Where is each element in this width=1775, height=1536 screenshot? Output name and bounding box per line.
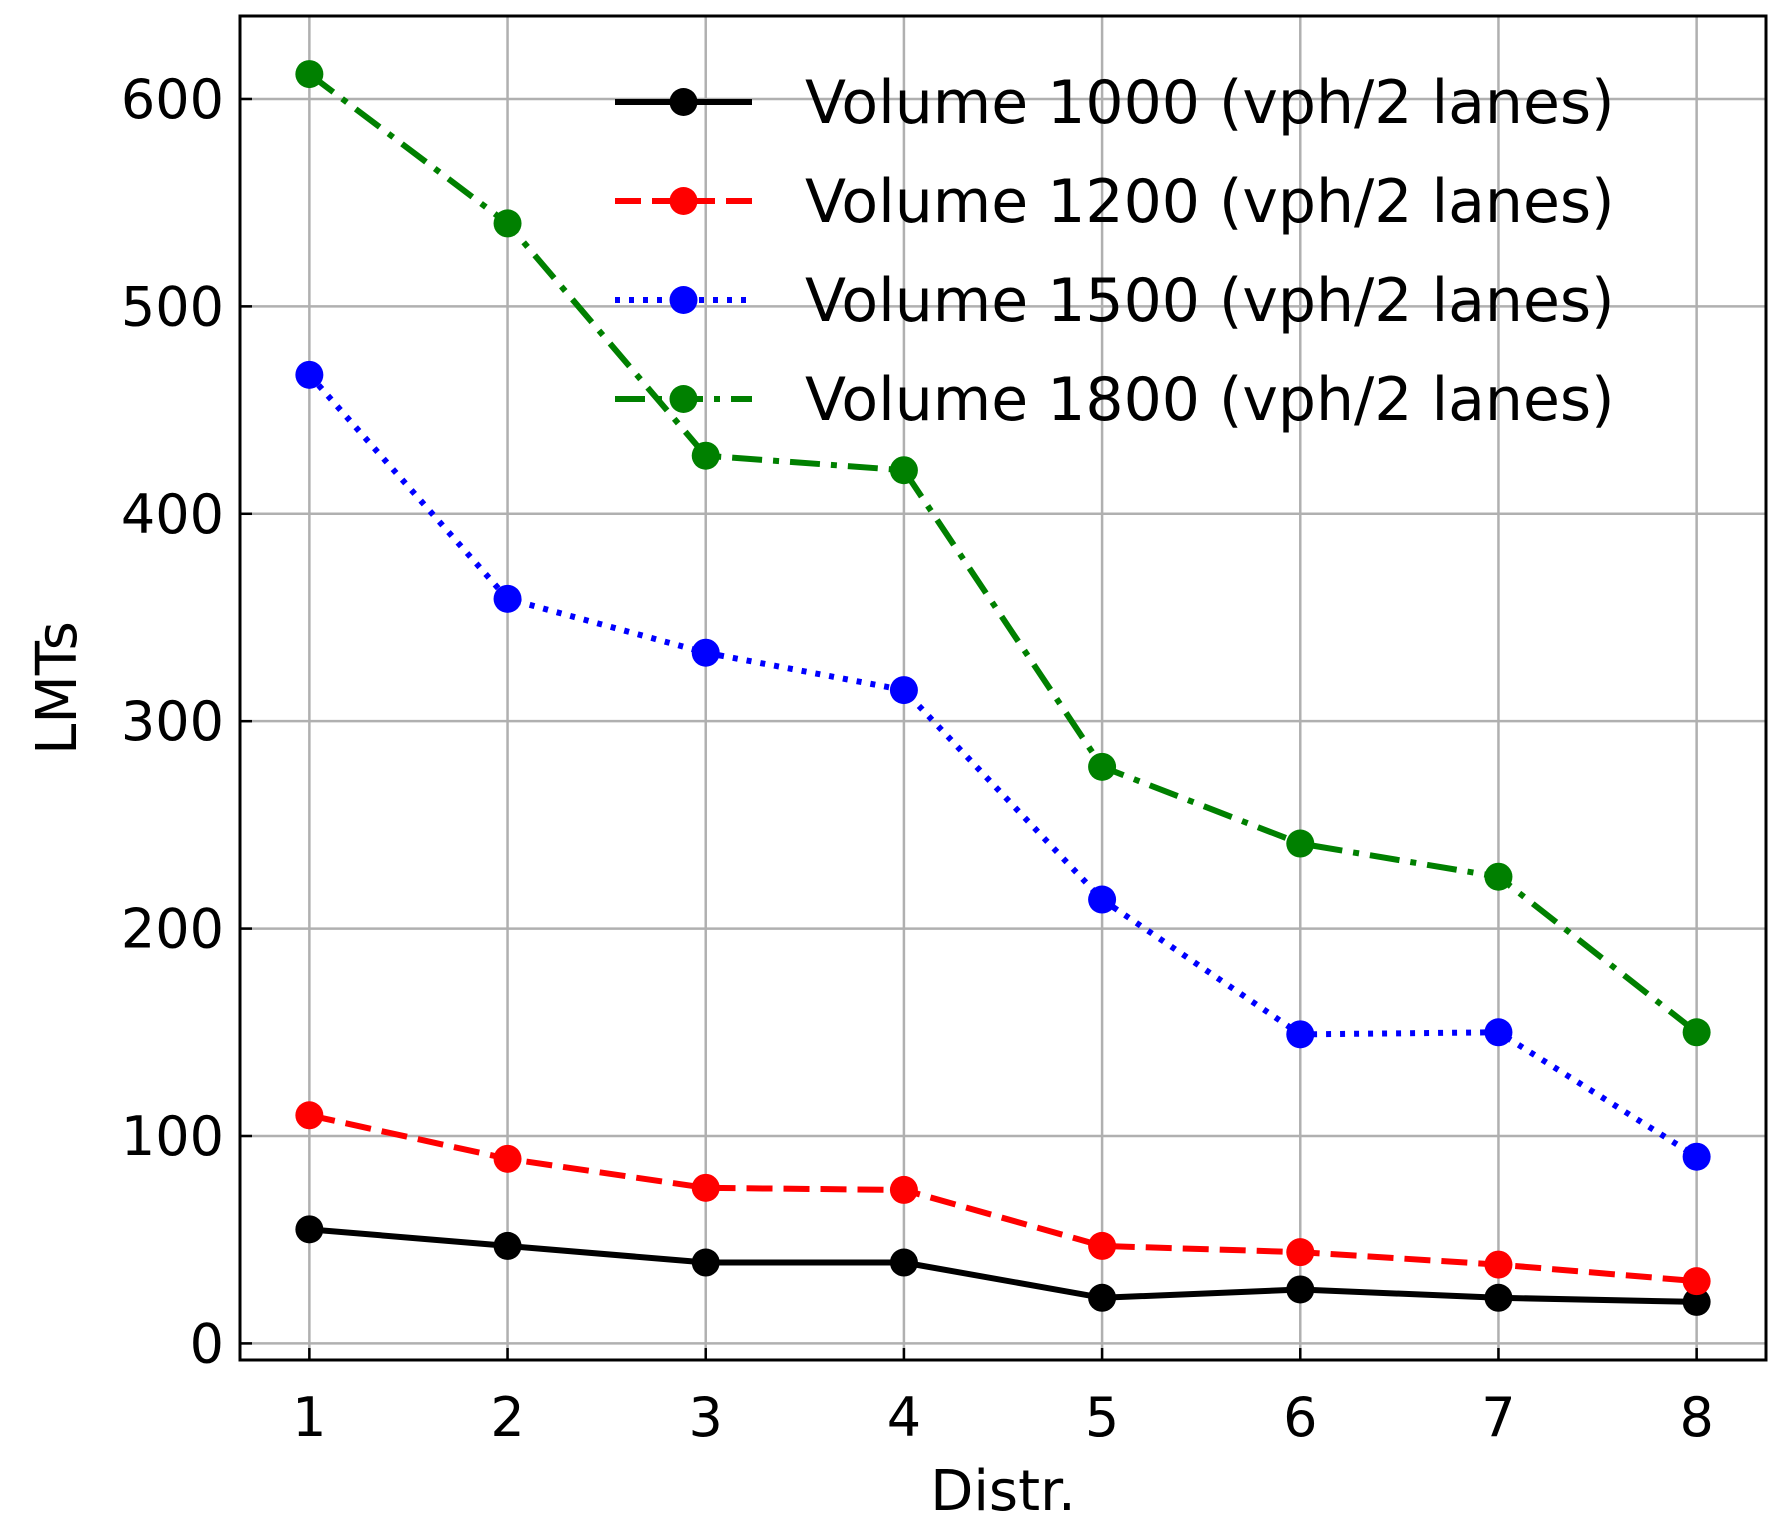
series-line — [309, 1226, 1697, 1305]
data-point — [1682, 1142, 1711, 1171]
data-point — [1682, 1018, 1711, 1047]
axis-ticks: 1 2 3 4 5 6 7 8 0 100 200 300 400 500 600 — [121, 68, 1714, 1449]
data-point — [295, 1215, 324, 1244]
legend-marker — [669, 385, 698, 413]
data-point — [1484, 1018, 1513, 1047]
data-point — [295, 360, 324, 389]
plot-frame — [238, 14, 1768, 1362]
legend: Volume 1000 (vph/2 lanes) Volume 1200 (vp… — [615, 68, 1615, 435]
legend-marker — [669, 88, 698, 116]
y-tick-label: 100 — [121, 1105, 224, 1168]
x-tick-label: 8 — [1679, 1386, 1713, 1449]
x-tick-label: 2 — [490, 1386, 524, 1449]
data-point — [1286, 829, 1315, 858]
y-tick-label: 200 — [121, 898, 224, 961]
data-point — [1682, 1287, 1711, 1316]
series-4 — [295, 60, 1711, 1047]
data-point — [493, 1231, 522, 1260]
x-axis-title: Distr. — [930, 1459, 1076, 1524]
x-tick-label: 7 — [1481, 1386, 1515, 1449]
data-point — [493, 1144, 522, 1173]
y-tick-label: 600 — [121, 68, 224, 131]
data-point — [1682, 1267, 1711, 1296]
data-point — [1484, 1283, 1513, 1312]
legend-label: Volume 1000 (vph/2 lanes) — [805, 68, 1615, 138]
data-point — [295, 1101, 324, 1130]
data-point — [295, 60, 324, 89]
series-line — [307, 71, 1699, 1035]
legend-item: Volume 1500 (vph/2 lanes) — [615, 266, 1615, 336]
legend-item: Volume 1000 (vph/2 lanes) — [615, 68, 1615, 138]
y-tick-label: 300 — [121, 690, 224, 753]
x-tick-label: 1 — [292, 1386, 326, 1449]
data-point — [1088, 752, 1117, 781]
data-point — [1088, 1283, 1117, 1312]
data-point — [889, 1248, 918, 1277]
y-axis-title: LMTs — [25, 621, 90, 755]
data-point — [691, 441, 720, 470]
legend-label: Volume 1800 (vph/2 lanes) — [805, 365, 1615, 435]
y-tick-label: 400 — [121, 483, 224, 546]
legend-marker — [669, 187, 698, 215]
data-point — [1088, 1231, 1117, 1260]
data-point — [889, 676, 918, 705]
legend-item: Volume 1800 (vph/2 lanes) — [615, 365, 1615, 435]
data-point — [493, 584, 522, 613]
data-point — [691, 1248, 720, 1277]
data-point — [889, 1175, 918, 1204]
data-point — [889, 456, 918, 485]
data-point — [1088, 885, 1117, 914]
x-tick-label: 6 — [1283, 1386, 1317, 1449]
x-tick-label: 5 — [1085, 1386, 1119, 1449]
data-point — [1484, 1250, 1513, 1279]
series-group — [295, 60, 1711, 1316]
data-point — [493, 209, 522, 238]
y-tick-label: 0 — [190, 1312, 224, 1375]
legend-label: Volume 1500 (vph/2 lanes) — [805, 266, 1615, 336]
data-point — [1286, 1275, 1315, 1304]
y-tick-label: 500 — [121, 275, 224, 338]
grid — [240, 16, 1766, 1360]
x-tick-label: 3 — [689, 1386, 723, 1449]
series-line — [308, 1112, 1697, 1285]
series-2 — [295, 1101, 1711, 1296]
legend-marker — [669, 286, 698, 314]
legend-label: Volume 1200 (vph/2 lanes) — [805, 167, 1615, 237]
data-point — [1484, 862, 1513, 891]
data-point — [691, 1173, 720, 1202]
data-point — [1286, 1020, 1315, 1049]
x-tick-label: 4 — [887, 1386, 921, 1449]
series-3 — [295, 360, 1711, 1171]
data-point — [691, 638, 720, 667]
legend-item: Volume 1200 (vph/2 lanes) — [615, 167, 1615, 237]
series-1 — [295, 1215, 1711, 1316]
data-point — [1286, 1238, 1315, 1267]
